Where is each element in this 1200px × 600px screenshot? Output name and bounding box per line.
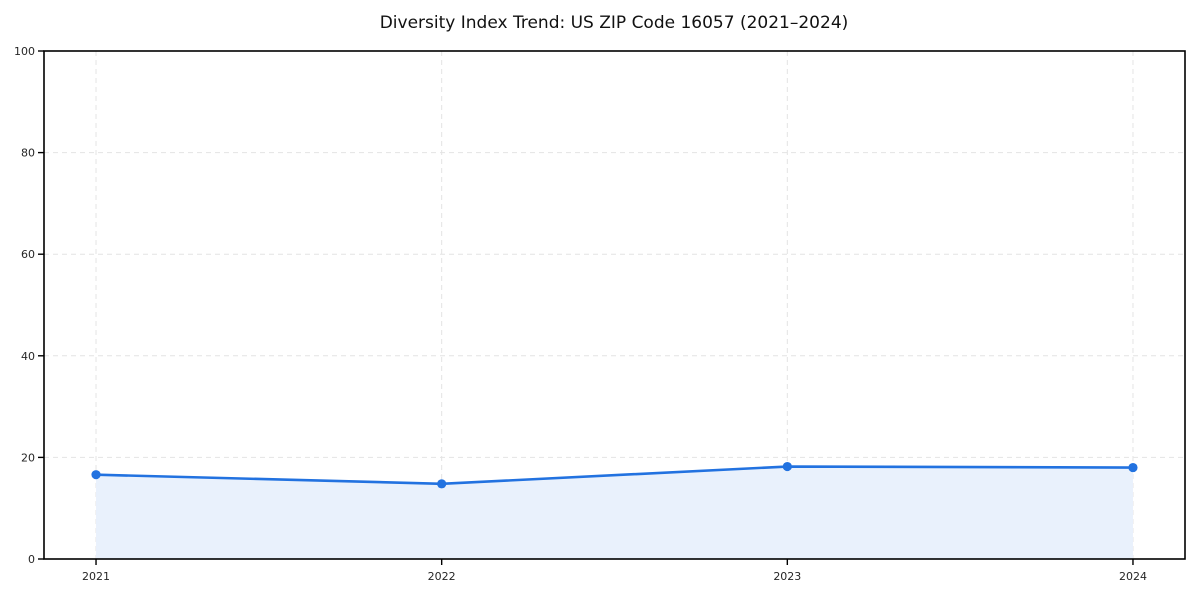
y-tick-label: 40 — [21, 350, 35, 363]
y-tick-label: 0 — [28, 553, 35, 566]
area-fill — [96, 466, 1133, 559]
data-point — [1128, 462, 1138, 473]
chart-title: Diversity Index Trend: US ZIP Code 16057… — [380, 13, 849, 33]
plot-border — [43, 50, 1186, 560]
y-tick-label: 60 — [21, 248, 35, 261]
trend-line — [94, 465, 1135, 486]
axis-ticks — [38, 50, 1134, 565]
area-path — [96, 466, 1133, 559]
y-tick-label: 20 — [21, 451, 35, 464]
x-tick-label: 2024 — [1119, 570, 1147, 583]
axis-tick-labels: 0 20 40 60 80 100 2021 2022 2023 2024 — [14, 45, 1147, 583]
x-tick-label: 2023 — [773, 570, 801, 583]
data-point-markers — [91, 461, 1138, 489]
y-tick-label: 100 — [14, 45, 35, 58]
y-tick-label: 80 — [21, 147, 35, 160]
data-point — [782, 461, 792, 472]
line-path — [94, 465, 1135, 486]
x-tick-label: 2022 — [428, 570, 456, 583]
data-point — [437, 479, 447, 489]
x-tick-label: 2021 — [82, 570, 110, 583]
data-point — [91, 470, 101, 480]
